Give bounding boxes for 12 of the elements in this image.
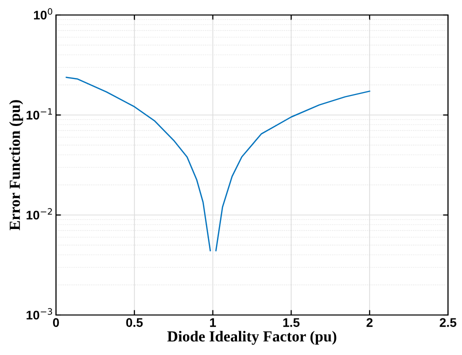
y-tick-label: 10$^{−3}$	[26, 308, 52, 320]
y-tick-label: 10$^{0}$	[34, 8, 52, 20]
y-tick-label: 10$^{−1}$	[26, 108, 52, 120]
x-tick-label: 0	[53, 318, 59, 327]
x-axis-title: Diode Ideality Factor (pu)	[167, 330, 336, 345]
y-axis-title: Error Function (pu)	[9, 100, 24, 230]
x-tick-label: 0.5	[126, 318, 143, 327]
y-tick-label: 10$^{−2}$	[26, 208, 52, 220]
x-tick-label: 1	[210, 318, 216, 327]
x-tick-label: 1.5	[283, 318, 300, 327]
x-tick-label: 2.5	[440, 318, 456, 327]
x-tick-label: 2	[366, 318, 373, 327]
